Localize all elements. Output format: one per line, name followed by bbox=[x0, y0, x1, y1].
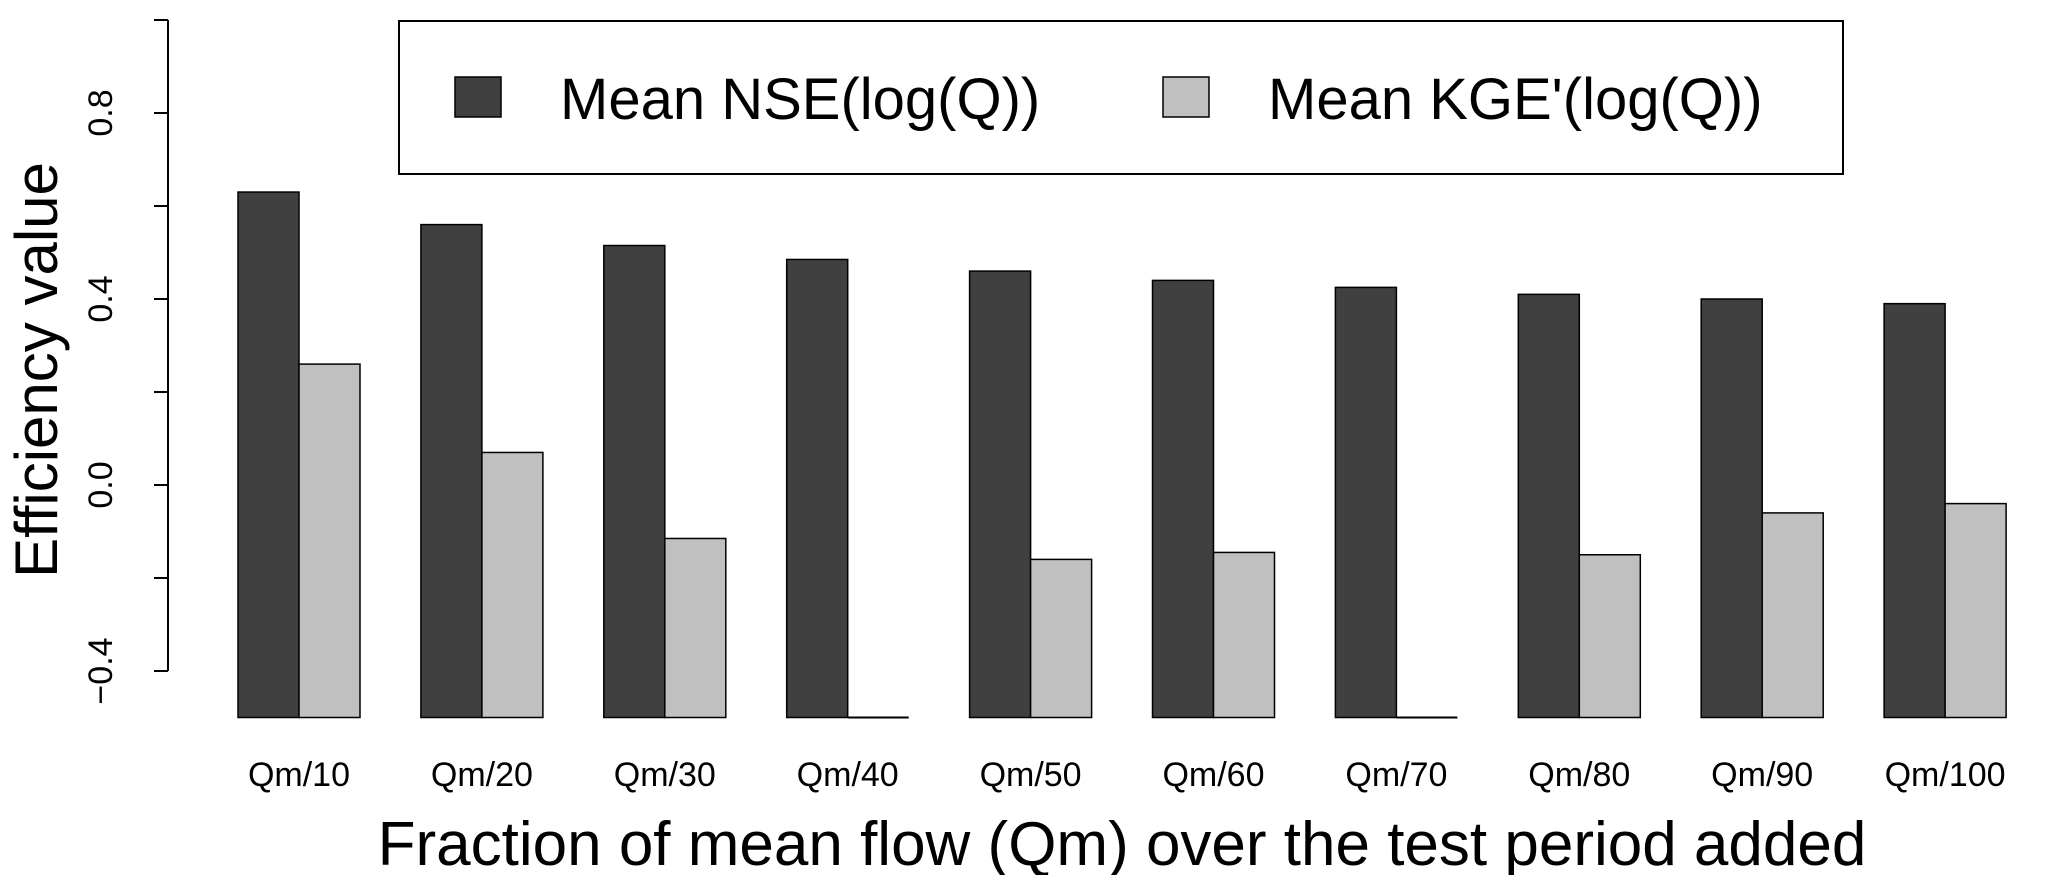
bar bbox=[1944, 502, 2007, 719]
bar bbox=[1883, 302, 1946, 719]
bar bbox=[1517, 293, 1581, 719]
y-axis: −0.4 0.0 0.4 0.8 bbox=[82, 19, 169, 705]
legend-label-kge: Mean KGE'(log(Q)) bbox=[1268, 67, 1763, 132]
bar bbox=[1761, 512, 1824, 719]
x-tick-label: Qm/70 bbox=[1345, 756, 1447, 794]
bar bbox=[603, 244, 666, 719]
bar bbox=[1029, 558, 1093, 719]
x-axis-title: Fraction of mean flow (Qm) over the test… bbox=[378, 810, 1867, 875]
bar bbox=[237, 191, 300, 719]
x-tick-label: Qm/50 bbox=[980, 756, 1082, 794]
x-tick-label: Qm/60 bbox=[1162, 756, 1264, 794]
y-tick-label: 0.4 bbox=[82, 275, 120, 322]
x-tick-labels: Qm/10 Qm/20 Qm/30 Qm/40 Qm/50 Qm/60 Qm/70 Qm/80… bbox=[248, 756, 2006, 794]
legend-box bbox=[398, 20, 1844, 175]
bar bbox=[298, 363, 361, 719]
y-tick-label: −0.4 bbox=[82, 637, 120, 704]
y-tick-label: 0.8 bbox=[82, 89, 120, 136]
bar bbox=[968, 270, 1032, 719]
x-tick-label: Qm/80 bbox=[1528, 756, 1630, 794]
bar bbox=[1151, 279, 1215, 719]
bar bbox=[785, 258, 849, 719]
bar bbox=[481, 451, 544, 719]
bar bbox=[1212, 551, 1276, 719]
bars bbox=[237, 191, 2007, 719]
x-tick-label: Qm/100 bbox=[1885, 756, 2006, 794]
legend-label-nse: Mean NSE(log(Q)) bbox=[560, 67, 1040, 132]
x-tick-label: Qm/10 bbox=[248, 756, 350, 794]
bar bbox=[420, 223, 483, 719]
legend-swatch-nse bbox=[454, 76, 502, 118]
x-tick-label: Qm/90 bbox=[1711, 756, 1813, 794]
y-tick-label: 0.0 bbox=[82, 461, 120, 508]
bar bbox=[664, 537, 727, 719]
x-tick-label: Qm/30 bbox=[614, 756, 716, 794]
y-axis-title: Efficiency value bbox=[3, 162, 70, 578]
bar bbox=[1334, 286, 1398, 719]
x-tick-label: Qm/20 bbox=[431, 756, 533, 794]
x-tick-label: Qm/40 bbox=[797, 756, 899, 794]
legend: Mean NSE(log(Q)) Mean KGE'(log(Q)) bbox=[398, 20, 1844, 175]
bar bbox=[1700, 298, 1763, 719]
bar bbox=[1578, 554, 1642, 719]
legend-swatch-kge bbox=[1162, 76, 1210, 118]
